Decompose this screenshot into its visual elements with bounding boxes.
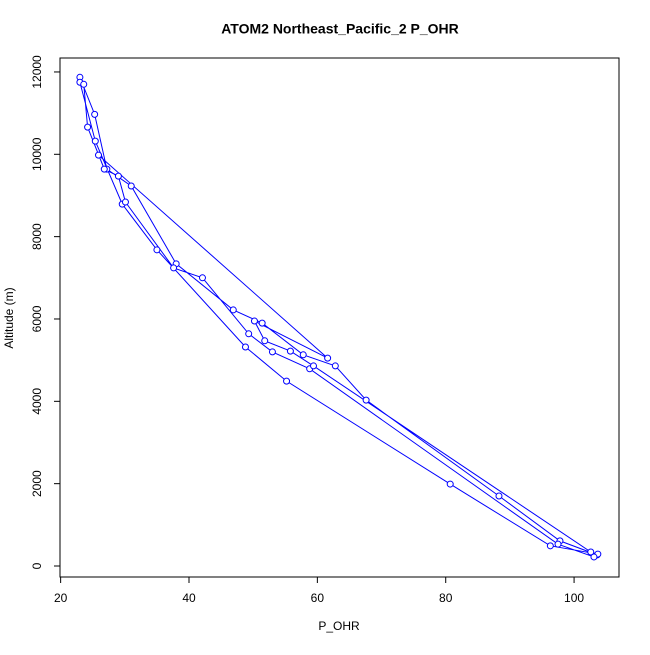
- data-point: [91, 110, 99, 118]
- y-axis-label: Altitude (m): [2, 287, 16, 348]
- data-point: [546, 542, 554, 550]
- data-point: [495, 492, 503, 500]
- y-tick-label: 4000: [30, 388, 44, 415]
- y-tick-label: 2000: [30, 470, 44, 497]
- data-point: [324, 354, 332, 362]
- data-point: [446, 480, 454, 488]
- data-point: [100, 165, 108, 173]
- data-point: [127, 182, 135, 190]
- data-point: [198, 274, 206, 282]
- y-tick-label: 6000: [30, 305, 44, 332]
- data-point: [91, 137, 99, 145]
- data-point: [258, 319, 266, 327]
- chart-title: ATOM2 Northeast_Pacific_2 P_OHR: [221, 21, 459, 37]
- x-axis-label: P_OHR: [318, 619, 360, 633]
- data-point: [84, 123, 92, 131]
- data-point: [310, 362, 318, 370]
- data-point: [121, 198, 129, 206]
- x-tick-label: 80: [439, 591, 453, 605]
- data-point: [114, 172, 122, 180]
- data-point: [362, 396, 370, 404]
- x-tick-label: 100: [564, 591, 584, 605]
- data-point: [286, 347, 294, 355]
- data-point: [331, 362, 339, 370]
- data-point: [299, 351, 307, 359]
- x-tick-label: 60: [311, 591, 325, 605]
- data-point: [283, 377, 291, 385]
- x-tick-label: 40: [182, 591, 196, 605]
- data-point: [229, 306, 237, 314]
- data-point: [80, 80, 88, 88]
- data-point: [170, 264, 178, 272]
- data-point: [250, 317, 258, 325]
- data-point: [245, 330, 253, 338]
- data-point: [268, 348, 276, 356]
- data-point: [95, 151, 103, 159]
- y-tick-label: 8000: [30, 223, 44, 250]
- x-tick-label: 20: [54, 591, 68, 605]
- y-tick-label: 10000: [30, 137, 44, 171]
- plot-frame: [59, 57, 620, 578]
- y-tick-label: 0: [30, 562, 44, 569]
- data-point: [153, 246, 161, 254]
- data-point: [241, 343, 249, 351]
- data-point: [554, 540, 562, 548]
- y-tick-label: 12000: [30, 55, 44, 89]
- data-point: [587, 548, 595, 556]
- data-point: [261, 337, 269, 345]
- data-point: [590, 553, 598, 561]
